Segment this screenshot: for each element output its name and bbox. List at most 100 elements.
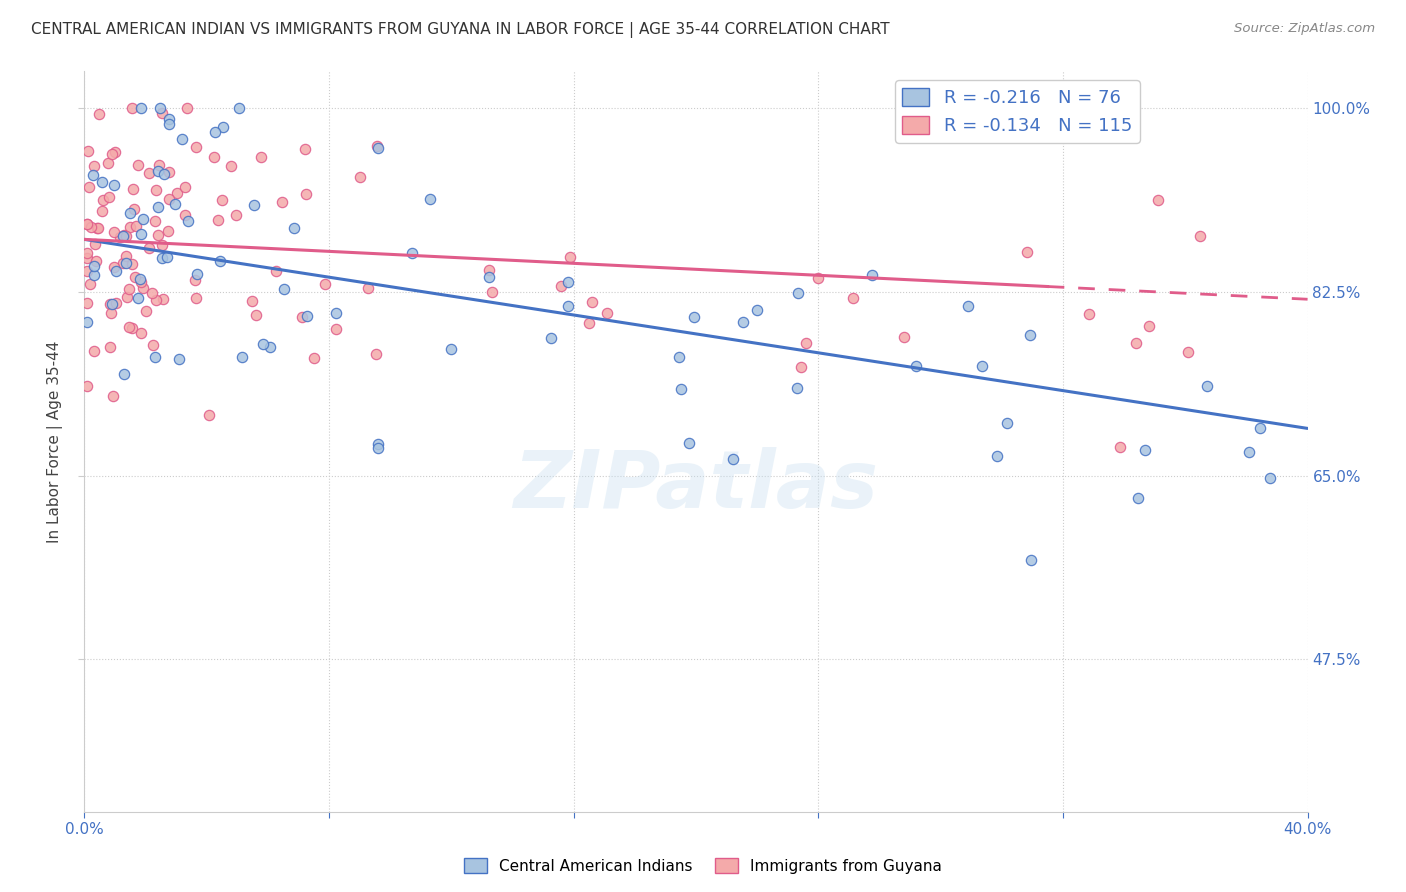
- Point: [557, 299, 579, 313]
- Point: [108, 229, 131, 244]
- Point: [159, 164, 181, 178]
- Point: [143, 350, 166, 364]
- Point: [114, 228, 136, 243]
- Point: [86, 221, 108, 235]
- Point: [174, 179, 197, 194]
- Point: [76, 295, 98, 310]
- Point: [787, 285, 810, 300]
- Point: [120, 220, 142, 235]
- Point: [176, 101, 198, 115]
- Point: [1126, 491, 1149, 506]
- Point: [682, 310, 704, 325]
- Point: [80, 220, 103, 235]
- Point: [115, 256, 138, 270]
- Point: [440, 342, 463, 356]
- Point: [367, 141, 389, 155]
- Point: [1135, 442, 1157, 457]
- Point: [166, 186, 188, 200]
- Point: [349, 169, 371, 184]
- Point: [1109, 440, 1132, 454]
- Point: [122, 182, 145, 196]
- Point: [77, 180, 100, 194]
- Point: [212, 120, 235, 134]
- Point: [197, 409, 219, 423]
- Point: [578, 316, 600, 330]
- Point: [860, 268, 883, 282]
- Point: [98, 340, 121, 354]
- Point: [97, 156, 120, 170]
- Point: [148, 101, 170, 115]
- Point: [481, 285, 503, 300]
- Point: [115, 290, 138, 304]
- Point: [794, 336, 817, 351]
- Point: [1078, 307, 1101, 321]
- Point: [250, 149, 273, 163]
- Point: [1015, 245, 1038, 260]
- Point: [1249, 421, 1271, 435]
- Point: [129, 271, 152, 285]
- Point: [786, 381, 808, 395]
- Point: [100, 147, 122, 161]
- Point: [142, 338, 165, 352]
- Point: [90, 175, 112, 189]
- Text: CENTRAL AMERICAN INDIAN VS IMMIGRANTS FROM GUYANA IN LABOR FORCE | AGE 35-44 COR: CENTRAL AMERICAN INDIAN VS IMMIGRANTS FR…: [31, 22, 890, 38]
- Point: [1137, 319, 1160, 334]
- Point: [84, 253, 107, 268]
- Point: [103, 178, 125, 193]
- Point: [807, 271, 830, 285]
- Point: [1188, 228, 1211, 243]
- Point: [157, 192, 180, 206]
- Point: [177, 213, 200, 227]
- Point: [366, 139, 388, 153]
- Point: [83, 159, 105, 173]
- Point: [83, 343, 105, 358]
- Point: [76, 217, 98, 231]
- Point: [184, 291, 207, 305]
- Point: [127, 158, 149, 172]
- Point: [82, 168, 104, 182]
- Point: [143, 213, 166, 227]
- Point: [167, 352, 190, 367]
- Point: [208, 254, 231, 268]
- Point: [184, 273, 207, 287]
- Point: [76, 263, 98, 277]
- Point: [156, 250, 179, 264]
- Point: [76, 315, 98, 329]
- Point: [170, 131, 193, 145]
- Point: [118, 319, 141, 334]
- Point: [202, 150, 225, 164]
- Point: [893, 330, 915, 344]
- Point: [146, 164, 169, 178]
- Point: [76, 379, 98, 393]
- Point: [76, 252, 98, 266]
- Point: [76, 245, 98, 260]
- Point: [283, 221, 305, 235]
- Point: [228, 101, 250, 115]
- Point: [98, 190, 121, 204]
- Point: [721, 451, 744, 466]
- Point: [84, 236, 107, 251]
- Point: [148, 227, 170, 242]
- Point: [76, 217, 98, 231]
- Point: [207, 212, 229, 227]
- Point: [1258, 471, 1281, 485]
- Point: [225, 208, 247, 222]
- Point: [150, 238, 173, 252]
- Point: [245, 308, 267, 322]
- Point: [325, 322, 347, 336]
- Point: [219, 159, 242, 173]
- Point: [842, 291, 865, 305]
- Point: [150, 106, 173, 120]
- Point: [105, 264, 128, 278]
- Point: [157, 117, 180, 131]
- Point: [124, 202, 146, 217]
- Point: [120, 206, 142, 220]
- Point: [419, 192, 441, 206]
- Point: [100, 306, 122, 320]
- Point: [103, 260, 125, 274]
- Point: [89, 107, 111, 121]
- Text: ZIPatlas: ZIPatlas: [513, 447, 879, 525]
- Point: [83, 259, 105, 273]
- Point: [1147, 194, 1170, 208]
- Point: [995, 416, 1018, 430]
